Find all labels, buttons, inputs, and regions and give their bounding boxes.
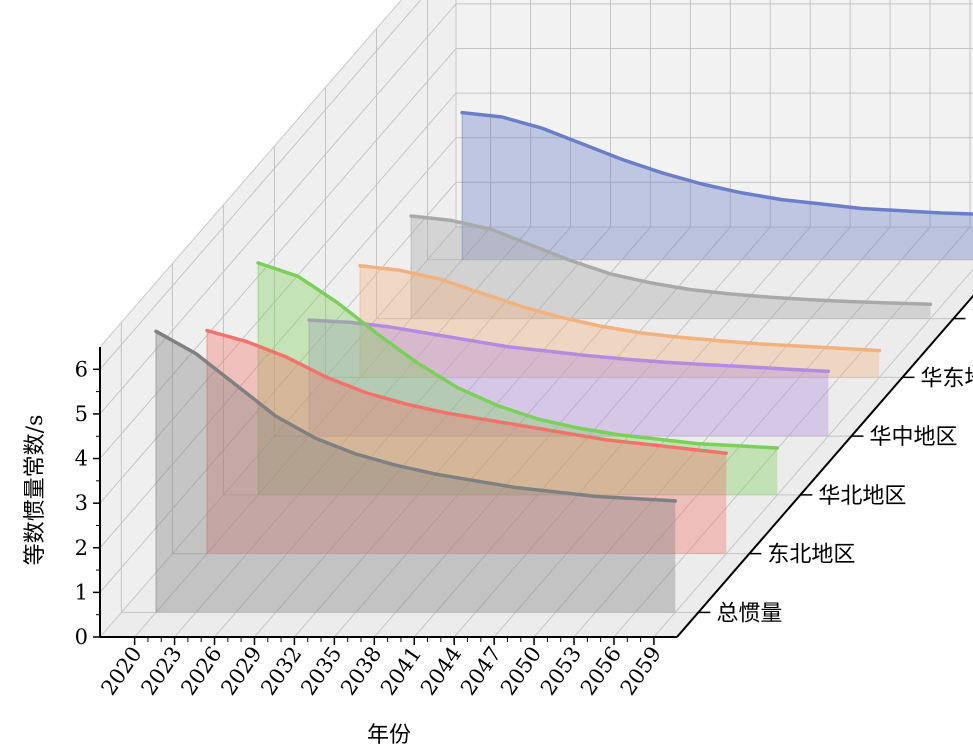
- left-wall-gridline: [99, 48, 457, 459]
- z-tick-label: 总惯量: [716, 601, 782, 626]
- chart-series: [154, 110, 973, 613]
- series-area: [360, 265, 880, 378]
- x-tick-label: 2029: [216, 642, 266, 700]
- y-tick-label: 5: [75, 402, 88, 426]
- left-wall-gridline: [99, 3, 457, 415]
- series-line: [256, 261, 780, 450]
- series-area: [309, 320, 829, 437]
- x-tick-label: 2038: [336, 642, 386, 700]
- x-tick-label: 2041: [376, 642, 426, 700]
- x-tick-label: 2032: [256, 642, 306, 700]
- series-area: [156, 331, 676, 613]
- series-line: [409, 214, 933, 307]
- y-tick-label: 0: [75, 625, 88, 649]
- series-3: [307, 318, 831, 437]
- floor-gridline: [294, 226, 651, 638]
- series-area: [411, 216, 931, 319]
- left-wall-gridline: [99, 92, 457, 504]
- left-wall-gridline: [99, 182, 457, 593]
- x-axis-title: 年份: [367, 723, 411, 748]
- series-area: [258, 262, 778, 495]
- floor-gridline: [653, 268, 973, 638]
- x-tick-label: 2050: [496, 642, 546, 700]
- x-tick-label: 2053: [536, 642, 586, 700]
- series-6: [460, 110, 973, 260]
- floor-gridline: [613, 226, 971, 638]
- series-line: [460, 110, 973, 216]
- floor-gridline: [493, 226, 851, 638]
- series-line: [205, 328, 729, 455]
- floor-gridline: [573, 226, 931, 638]
- series-line: [307, 318, 831, 374]
- z-tick-label: 华中地区: [869, 425, 957, 450]
- y-tick-label: 6: [75, 357, 88, 381]
- y-tick-label: 3: [75, 491, 88, 515]
- x-tick-label: 2026: [176, 642, 226, 700]
- y-tick-label: 1: [75, 580, 88, 604]
- x-tick-label: 2059: [616, 642, 666, 700]
- y-axis-title: 等数惯量常数/s: [23, 415, 48, 566]
- series-area: [462, 112, 973, 260]
- x-tick-label: 2047: [456, 642, 506, 700]
- z-tick-label: 华东地区: [920, 366, 973, 391]
- z-tick-label: 西北地区: [971, 308, 973, 333]
- floor-gridline: [214, 226, 571, 638]
- z-tick-label: 东北地区: [767, 543, 855, 568]
- series-line: [154, 329, 678, 503]
- x-tick-label: 2020: [96, 642, 146, 700]
- x-tick-label: 2023: [136, 642, 186, 700]
- floor-gridline: [533, 226, 891, 638]
- series-0: [154, 329, 678, 613]
- z-axis-line: [676, 294, 973, 638]
- z-tick-label: 华北地区: [818, 484, 906, 509]
- series-2: [256, 261, 780, 495]
- left-wall-gridline: [99, 137, 457, 549]
- y-tick-label: 4: [75, 447, 88, 471]
- x-tick-label: 2044: [416, 642, 466, 700]
- floor-gridline: [254, 226, 611, 638]
- x-tick-label: 2035: [296, 642, 346, 700]
- left-wall-gridline: [99, 0, 422, 370]
- x-tick-label: 2056: [576, 642, 626, 700]
- series-line: [358, 264, 882, 353]
- floor-gridline: [134, 226, 491, 638]
- floor-gridline: [174, 226, 531, 638]
- chart-gridlines: [99, 0, 973, 638]
- series-5: [409, 214, 933, 319]
- chart-walls: [98, 0, 973, 639]
- y-tick-label: 2: [75, 536, 88, 560]
- floor-gridline: [333, 226, 691, 638]
